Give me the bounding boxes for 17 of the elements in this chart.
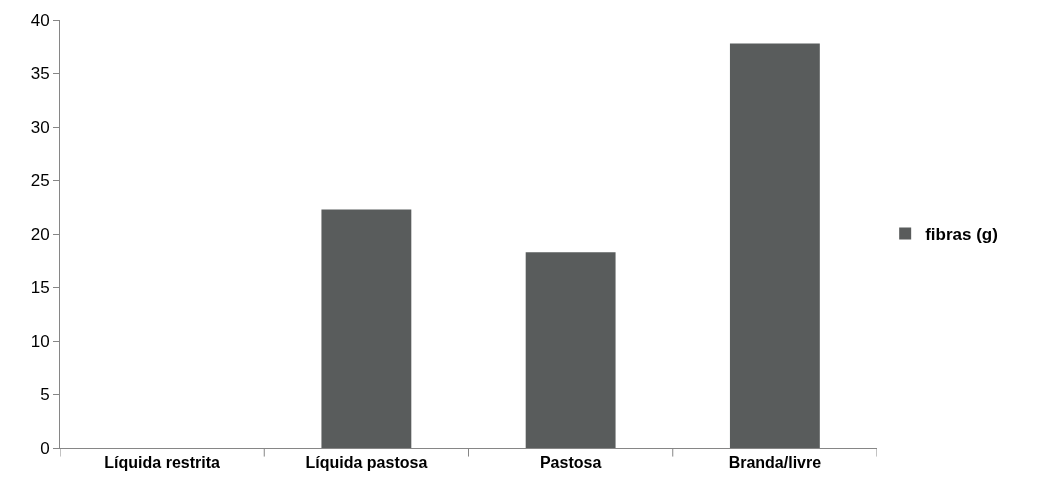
y-tick-label: 20 <box>30 224 50 244</box>
y-tick-label: 35 <box>30 64 50 84</box>
x-tick-label: Branda/livre <box>728 454 822 472</box>
y-tick-label: 0 <box>40 438 50 458</box>
y-tick-label: 5 <box>40 385 50 405</box>
bar <box>321 209 412 448</box>
y-tick-label: 40 <box>30 10 50 30</box>
x-tick-label: Pastosa <box>539 454 602 472</box>
bar <box>729 43 820 448</box>
legend-label: fibras (g) <box>925 225 998 245</box>
x-tick-label: Líquida restrita <box>104 454 221 472</box>
bar <box>525 252 616 448</box>
y-tick-label: 25 <box>30 171 50 191</box>
y-tick-label: 10 <box>30 331 50 351</box>
y-tick-label: 15 <box>30 278 50 298</box>
x-tick-label: Líquida pastosa <box>305 454 428 472</box>
y-tick-label: 30 <box>30 117 50 137</box>
